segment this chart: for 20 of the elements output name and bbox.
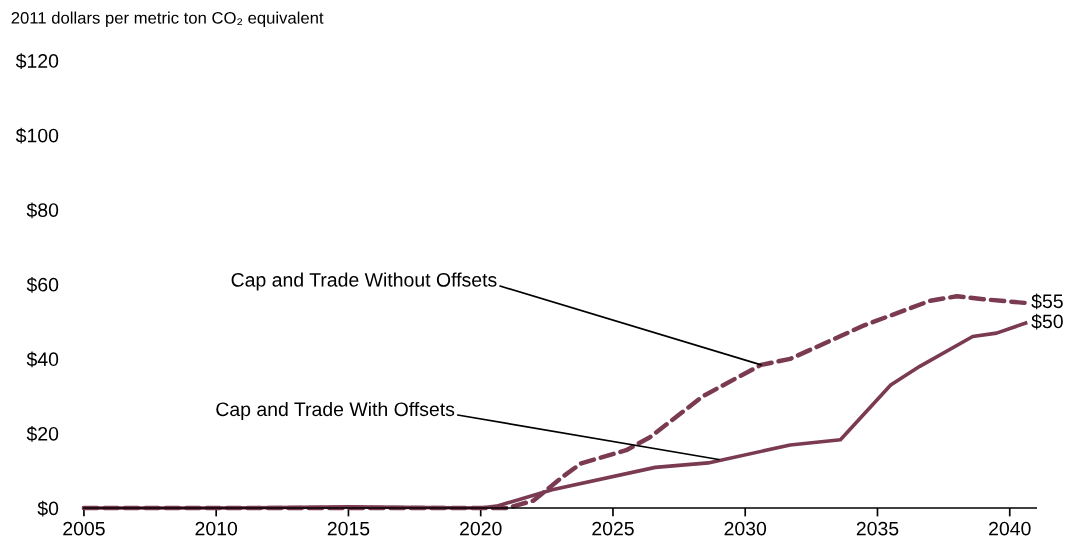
y-tick-label: $80 — [26, 202, 59, 219]
y-tick-label: $40 — [26, 351, 59, 368]
x-tick-label: 2025 — [592, 521, 634, 536]
x-tick-label: 2020 — [460, 521, 502, 536]
y-tick-label: $120 — [15, 53, 59, 69]
data-label: $55 — [1031, 293, 1063, 310]
annotation: Cap and Trade With Offsets — [216, 401, 455, 420]
y-tick-label: $60 — [26, 276, 59, 293]
y-axis-title: 2011 dollars per metric ton CO₂ equivalent — [11, 11, 324, 28]
x-tick-label: 2040 — [989, 521, 1031, 536]
y-tick-label: $100 — [15, 127, 59, 144]
data-label: $50 — [1031, 313, 1063, 330]
y-tick-label: $0 — [37, 500, 59, 517]
x-tick-label: 2010 — [195, 521, 238, 536]
x-tick-label: 2005 — [63, 521, 105, 536]
x-tick-label: 2030 — [724, 521, 767, 536]
annotation: Cap and Trade Without Offsets — [231, 272, 497, 291]
y-tick-label: $20 — [26, 426, 59, 442]
x-tick-label: 2015 — [327, 521, 370, 536]
x-tick-label: 2035 — [856, 521, 899, 536]
